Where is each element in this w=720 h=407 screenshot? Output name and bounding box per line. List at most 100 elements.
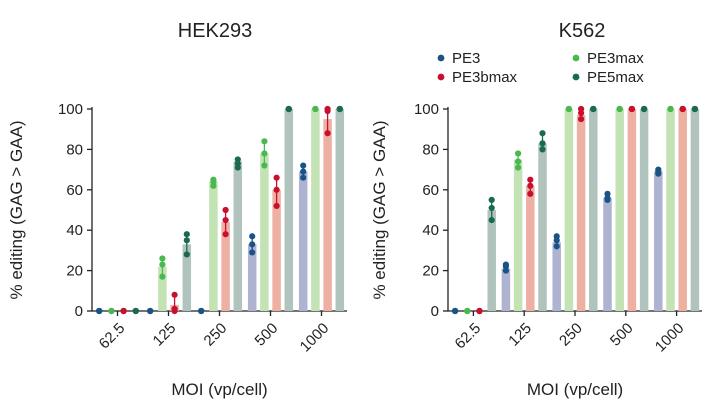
point-pe5max (183, 231, 190, 238)
bar-pe5max (589, 109, 598, 311)
point-pe3max (159, 273, 166, 280)
point-pe3bmax (222, 217, 229, 224)
point-pe3 (604, 190, 611, 197)
bar-pe3 (298, 171, 308, 311)
x-tick-label: 250 (556, 320, 586, 350)
point-pe5max (539, 130, 546, 137)
point-pe5max (641, 105, 648, 113)
point-pe3bmax (222, 231, 229, 238)
bar-pe5max (284, 109, 294, 311)
point-pe3max (312, 105, 319, 113)
y-tick-label: 40 (66, 222, 83, 239)
point-pe3max (159, 261, 166, 268)
x-tick-label: 62.5 (452, 320, 485, 353)
bar-pe3max (564, 109, 574, 311)
y-tick-label: 20 (422, 263, 439, 280)
point-pe3max (261, 138, 268, 145)
point-pe3 (553, 243, 560, 250)
bar-pe3bmax (272, 189, 281, 311)
legend-label-pe3bmax: PE3bmax (452, 69, 518, 86)
y-axis-label: % editing (GAG > GAA) (7, 120, 26, 299)
bar-pe5max (538, 143, 547, 311)
bar-pe5max (335, 109, 345, 311)
y-axis-label: % editing (GAG > GAA) (370, 120, 389, 299)
x-tick-label: 250 (201, 320, 231, 350)
point-pe3max (210, 176, 217, 183)
point-pe3bmax (171, 291, 178, 298)
y-tick-label: 100 (58, 101, 83, 118)
point-pe3bmax (324, 105, 331, 113)
point-pe3max (159, 255, 166, 262)
point-pe3max (261, 162, 268, 169)
point-pe3bmax (171, 305, 178, 313)
x-axis-label: MOI (vp/cell) (171, 380, 267, 399)
point-pe3max (616, 105, 623, 113)
bar-pe3bmax (576, 115, 586, 311)
bar-pe3max (615, 109, 624, 311)
bar-pe3 (603, 197, 612, 311)
x-tick-label: 1000 (297, 320, 333, 356)
point-pe3bmax (222, 206, 229, 214)
bar-pe3max (666, 109, 675, 311)
point-pe3bmax (120, 307, 127, 315)
y-tick-label: 0 (431, 303, 439, 320)
point-pe3 (249, 233, 256, 240)
bar-pe5max (639, 109, 649, 311)
bar-pe3max (311, 109, 320, 311)
point-pe3 (655, 166, 662, 173)
point-pe3bmax (273, 202, 280, 210)
point-pe3bmax (628, 105, 636, 113)
point-pe3 (249, 241, 256, 248)
legend-marker-pe5max (572, 73, 580, 81)
bar-pe3bmax (526, 185, 535, 311)
bar-pe5max (690, 109, 700, 311)
point-pe5max (285, 105, 292, 113)
legend-label-pe5max: PE5max (587, 69, 644, 86)
point-pe3 (96, 307, 103, 315)
point-pe3max (261, 150, 268, 157)
point-pe3max (515, 158, 522, 165)
x-tick-label: 125 (150, 320, 180, 350)
y-tick-label: 60 (66, 182, 83, 199)
point-pe3 (452, 307, 459, 315)
bar-pe3 (501, 268, 511, 311)
bar-pe3max (209, 181, 218, 311)
bar-pe5max (182, 244, 192, 311)
y-tick-label: 80 (66, 141, 83, 158)
point-pe3 (300, 162, 307, 169)
bar-pe5max (233, 161, 243, 311)
point-pe3bmax (578, 116, 585, 123)
point-pe3bmax (527, 190, 534, 197)
point-pe3 (198, 307, 205, 315)
bar-pe3 (654, 171, 663, 311)
point-pe5max (183, 251, 190, 258)
point-pe5max (488, 204, 495, 212)
point-pe5max (183, 237, 190, 244)
bar-pe3max (158, 266, 167, 311)
bar-pe3bmax (323, 119, 332, 311)
point-pe3bmax (679, 105, 686, 113)
point-pe5max (488, 217, 495, 224)
y-tick-label: 80 (422, 141, 439, 158)
point-pe3max (667, 105, 674, 113)
point-pe3 (502, 261, 509, 268)
point-pe3max (565, 105, 573, 113)
point-pe3 (300, 168, 307, 175)
point-pe5max (234, 156, 241, 163)
bar-pe3bmax (627, 109, 637, 311)
y-tick-label: 60 (422, 182, 439, 199)
point-pe3bmax (578, 105, 585, 113)
x-tick-label: 62.5 (96, 320, 129, 353)
point-pe3bmax (273, 186, 280, 193)
point-pe5max (691, 105, 699, 113)
point-pe5max (539, 140, 546, 147)
y-tick-label: 0 (75, 303, 83, 320)
point-pe3max (464, 307, 471, 315)
y-tick-label: 20 (66, 263, 83, 280)
point-pe3max (515, 150, 522, 157)
bar-pe3bmax (678, 109, 687, 311)
point-pe5max (539, 146, 546, 153)
point-pe3 (249, 249, 256, 256)
